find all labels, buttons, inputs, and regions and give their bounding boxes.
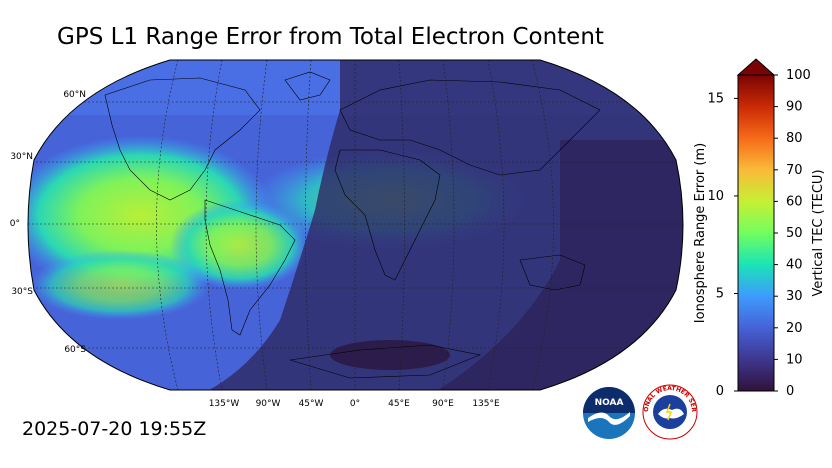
colorbar-gradient: [737, 74, 775, 392]
lat-label-30n: 30°N: [10, 152, 33, 162]
colorbar-right-tick-label: 30: [786, 289, 803, 304]
colorbar-right-tick-label: 0: [786, 384, 794, 399]
colorbar-left-label: Ionosphere Range Error (m): [693, 143, 708, 323]
colorbar-right-tick-label: 10: [786, 352, 803, 367]
colorbar-left-tick-label: 0: [716, 384, 724, 399]
lon-label-135e: 135°E: [472, 399, 500, 409]
lon-label-0: 0°: [350, 399, 360, 409]
colorbar-left-tick-label: 5: [716, 286, 724, 301]
colorbar-right-tick-label: 100: [786, 68, 811, 83]
noaa-logo: NOAA: [583, 387, 635, 439]
svg-text:NOAA: NOAA: [595, 398, 624, 408]
colorbar-extend-arrow: [736, 58, 776, 76]
colorbar-right-ticks: 0 10 20 30 40 50 60 70 80 90 100: [774, 68, 811, 399]
lat-label-30s: 30°S: [11, 287, 33, 297]
lon-label-135w: 135°W: [209, 399, 240, 409]
colorbar-left-tick-label: 10: [707, 189, 724, 204]
colorbar-right-label: Vertical TEC (TECU): [811, 169, 826, 296]
colorbar-left-tick-label: 15: [707, 91, 724, 106]
graticule: [28, 60, 683, 390]
colorbar-left-ticks: 0 5 10 15: [707, 91, 738, 399]
lat-label-60s: 60°S: [64, 345, 86, 355]
lat-label-0: 0°: [10, 219, 20, 229]
colorbar-right-tick-label: 90: [786, 100, 803, 115]
colorbar-right-tick-label: 50: [786, 226, 803, 241]
lon-label-45e: 45°E: [388, 399, 410, 409]
colorbar: 0 5 10 15 0 10 20 30 40 50 60 70 80 90 100 Ionosphere…: [693, 58, 826, 399]
timestamp: 2025-07-20 19:55Z: [22, 418, 207, 440]
lon-label-90w: 90°W: [256, 399, 281, 409]
colorbar-right-tick-label: 20: [786, 321, 803, 336]
globe-outline: [27, 59, 684, 391]
lon-label-90e: 90°E: [432, 399, 454, 409]
colorbar-right-tick-label: 60: [786, 194, 803, 209]
colorbar-right-tick-label: 70: [786, 163, 803, 178]
nws-logo: NATIONAL WEATHER SERVICE: [642, 384, 698, 440]
lat-label-60n: 60°N: [63, 90, 86, 100]
page-title: GPS L1 Range Error from Total Electron C…: [57, 24, 604, 50]
colorbar-right-tick-label: 40: [786, 258, 803, 273]
lon-label-45w: 45°W: [299, 399, 324, 409]
colorbar-right-tick-label: 80: [786, 131, 803, 146]
tec-field: [28, 60, 683, 390]
